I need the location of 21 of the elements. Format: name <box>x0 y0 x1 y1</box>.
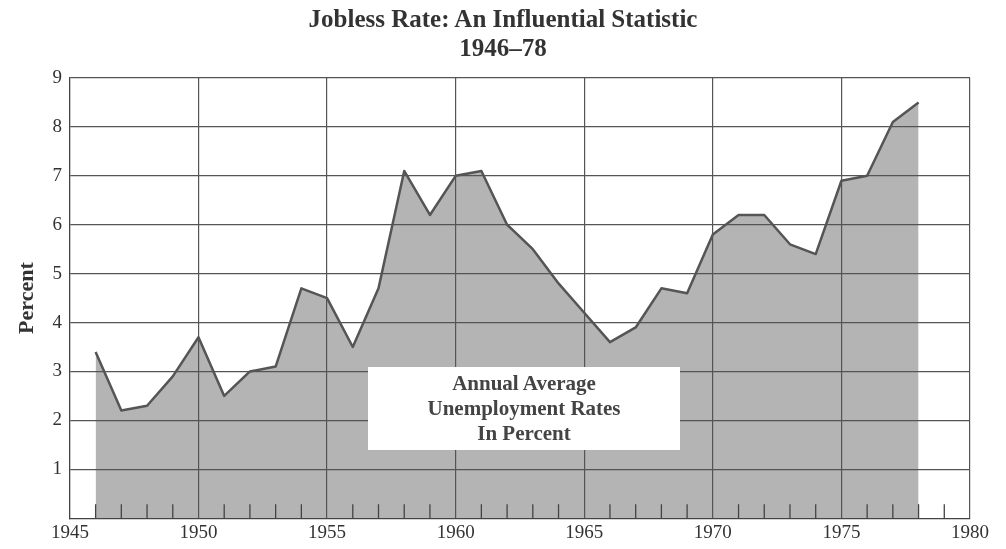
y-tick-label: 2 <box>52 408 62 430</box>
chart-title: Jobless Rate: An Influential Statistic <box>307 4 699 33</box>
chart-subtitle: 1946–78 <box>458 33 548 62</box>
x-tick-label: 1950 <box>179 520 218 542</box>
y-tick-label: 7 <box>52 163 62 185</box>
y-tick-label: 1 <box>52 457 62 479</box>
y-axis-title: Percent <box>12 261 38 334</box>
x-tick-label: 1965 <box>565 520 604 542</box>
x-tick-label: 1955 <box>308 520 347 542</box>
x-tick-label: 1945 <box>50 520 89 542</box>
x-tick-label: 1960 <box>436 520 475 542</box>
y-tick-label: 6 <box>52 212 62 234</box>
x-tick-label: 1970 <box>693 520 732 542</box>
y-tick-label: 9 <box>52 65 62 87</box>
x-tick-label: 1980 <box>951 520 989 542</box>
y-tick-label: 4 <box>52 310 63 332</box>
text-box: Annual Average Unemployment Rates In Percent <box>368 367 680 450</box>
y-tick-label: 8 <box>52 114 62 136</box>
y-tick-label: 3 <box>52 359 62 381</box>
y-tick-label: 5 <box>52 261 62 283</box>
x-tick-label: 1975 <box>822 520 861 542</box>
